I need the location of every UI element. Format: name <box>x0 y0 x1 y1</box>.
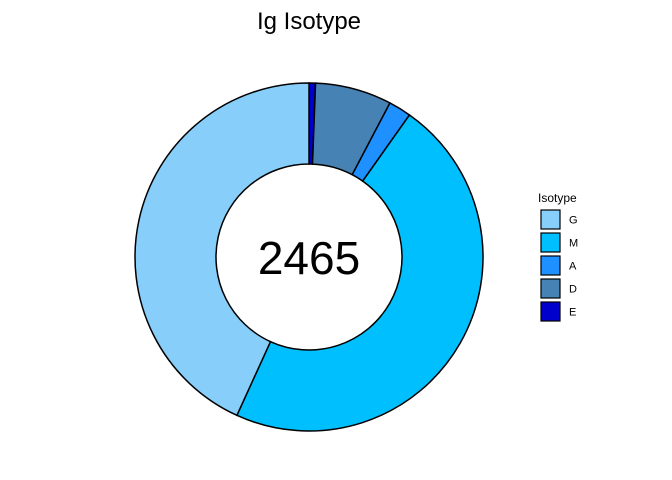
legend-swatch-E <box>540 301 561 322</box>
legend-swatch-A <box>540 255 561 276</box>
legend-label-D: D <box>569 284 577 296</box>
legend-swatch-M <box>540 232 561 253</box>
slice-G <box>134 82 310 417</box>
legend-swatch-G <box>540 209 561 230</box>
legend-label-E: E <box>569 307 576 319</box>
legend-label-G: G <box>569 215 578 227</box>
donut-slices <box>134 82 484 432</box>
legend-title: Isotype <box>538 191 577 205</box>
slice-M <box>235 113 484 432</box>
legend-label-M: M <box>569 238 578 250</box>
legend-swatch-D <box>540 278 561 299</box>
legend-label-A: A <box>569 261 577 273</box>
chart-title: Ig Isotype <box>257 8 361 35</box>
center-total-label: 2465 <box>258 232 360 284</box>
